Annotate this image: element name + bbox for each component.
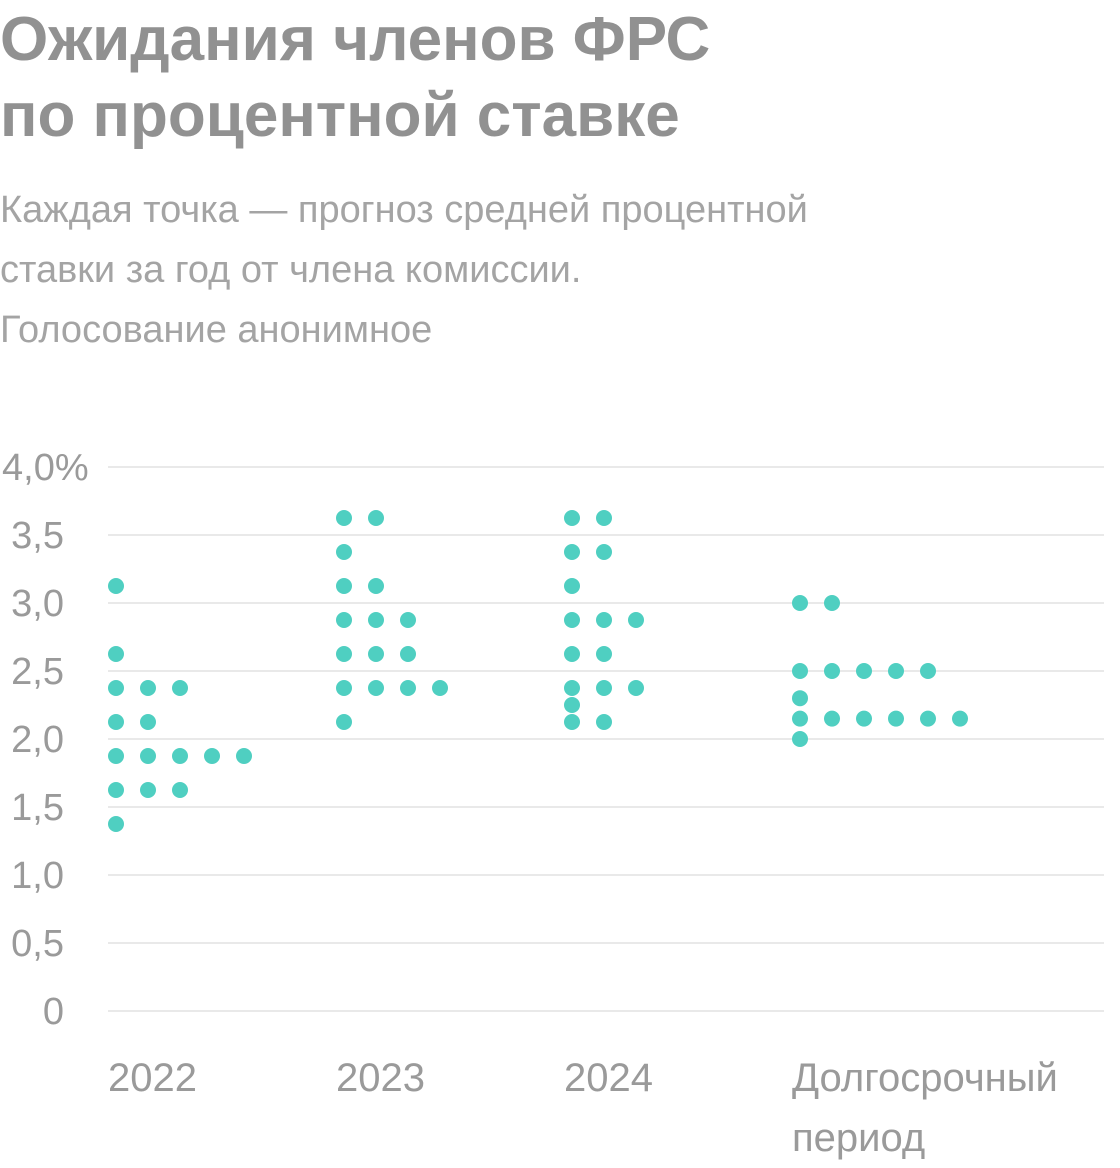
x-category-label: 2023 [336,1056,425,1100]
x-category-label: период [792,1116,925,1160]
forecast-dot [952,710,968,727]
forecast-dot [368,646,384,662]
forecast-dot [824,595,840,611]
forecast-dot [824,663,840,679]
chart-subtitle-line2: ставки за год от члена комиссии. [0,249,582,291]
y-tick-label: 3,5 [11,515,64,557]
chart-title-line1: Ожидания членов ФРС [0,5,711,74]
chart-title: Ожидания членов ФРС по процентной ставке [0,2,1110,154]
forecast-dot [108,578,124,594]
forecast-dot [336,612,352,628]
forecast-dot [564,714,580,730]
forecast-dot [792,710,808,727]
forecast-dot [172,680,188,696]
forecast-dot [336,714,352,730]
forecast-dot [596,544,612,560]
forecast-dot [628,680,644,696]
forecast-dot [888,710,904,727]
forecast-dot [236,748,252,764]
forecast-dot [368,612,384,628]
forecast-dot [792,663,808,679]
forecast-dot [140,782,156,798]
forecast-dot [792,731,808,747]
forecast-dot [108,748,124,764]
forecast-dot [140,714,156,730]
forecast-dot [628,612,644,628]
x-category-label: 2022 [108,1056,197,1100]
forecast-dot [792,595,808,611]
forecast-dot [336,544,352,560]
dot-plot-chart: 4,0% 3,5 3,0 2,5 2,0 1,5 1,0 0,5 0 2022 2023 2024 До… [2,447,1104,1160]
y-tick-label: 4,0% [2,447,89,489]
y-tick-label: 0 [43,991,64,1033]
x-category-label: 2024 [564,1056,653,1100]
forecast-dot [888,663,904,679]
y-tick-label: 0,5 [11,923,64,965]
forecast-dot [336,510,352,526]
forecast-dot [108,714,124,730]
chart-title-line2: по процентной ставке [0,81,680,150]
forecast-dot [108,782,124,798]
y-tick-label: 2,5 [11,651,64,693]
forecast-dot [336,646,352,662]
forecast-dot [368,578,384,594]
y-tick-label: 3,0 [11,583,64,625]
forecast-dot [596,714,612,730]
forecast-dot [564,510,580,526]
forecast-dot [792,690,808,707]
forecast-dot [400,680,416,696]
forecast-dot [172,748,188,764]
chart-subtitle-line3: Голосование анонимное [0,309,433,351]
forecast-dot [432,680,448,696]
forecast-dot [856,663,872,679]
forecast-dot [204,748,220,764]
forecast-dot [564,544,580,560]
chart-subtitle: Каждая точка — прогноз средней процентно… [0,180,1110,360]
forecast-dot [108,646,124,662]
forecast-dot [856,710,872,727]
forecast-dot [596,680,612,696]
forecast-dot [172,782,188,798]
forecast-dot [564,578,580,594]
forecast-dot [400,646,416,662]
forecast-dot [596,612,612,628]
y-tick-label: 2,0 [11,719,64,761]
forecast-dot [596,646,612,662]
forecast-dot [368,680,384,696]
chart-subtitle-line1: Каждая точка — прогноз средней процентно… [0,189,808,231]
y-tick-label: 1,0 [11,855,64,897]
forecast-dot [564,680,580,696]
forecast-dot [920,663,936,679]
x-category-label: Долгосрочный [792,1056,1058,1100]
forecast-dot [920,710,936,727]
y-tick-label: 1,5 [11,787,64,829]
forecast-dot [564,697,580,713]
forecast-dot [336,680,352,696]
forecast-dot [108,680,124,696]
forecast-dot [564,646,580,662]
forecast-dot [400,612,416,628]
forecast-dot [140,748,156,764]
forecast-dot [824,710,840,727]
forecast-dot [596,510,612,526]
forecast-dot [108,816,124,832]
forecast-dot [336,578,352,594]
forecast-dot [140,680,156,696]
forecast-dot [564,612,580,628]
forecast-dot [368,510,384,526]
